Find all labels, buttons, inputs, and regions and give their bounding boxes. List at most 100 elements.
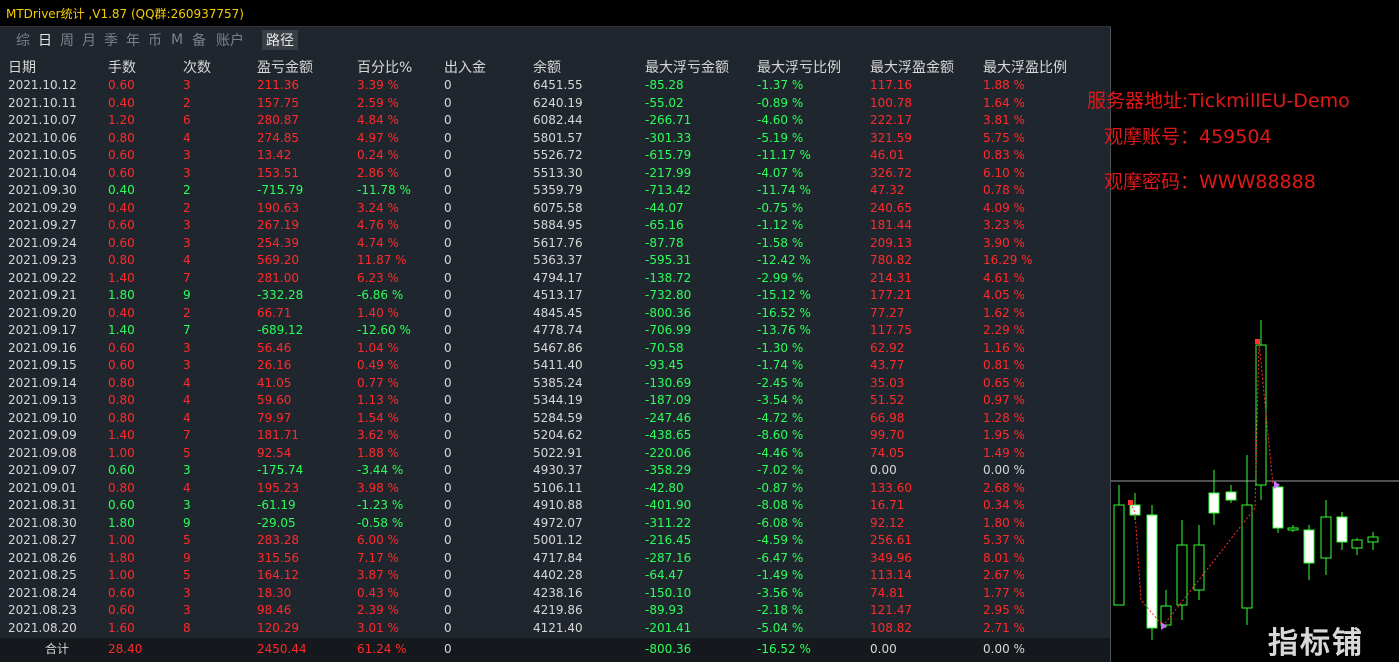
tab-summary[interactable]: 综: [16, 33, 30, 49]
cell-date: 2021.09.22: [8, 270, 77, 285]
cell-max-float-profit-pct: 3.23 %: [983, 218, 1025, 232]
cell-max-float-profit-pct: 0.81 %: [983, 358, 1025, 372]
cell-count: 3: [183, 235, 191, 250]
table-row[interactable]: 2021.10.05 0.60 3 13.42 0.24 % 0 5526.72 -615.7…: [0, 147, 1110, 165]
table-row[interactable]: 2021.09.29 0.40 2 190.63 3.24 % 0 6075.58 -44.0…: [0, 200, 1110, 218]
tab-note[interactable]: 备: [192, 33, 206, 49]
tab-week[interactable]: 周: [60, 33, 74, 49]
cell-max-float-profit: 133.60: [870, 480, 912, 495]
table-row[interactable]: 2021.10.11 0.40 2 157.75 2.59 % 0 6240.19 -55.0…: [0, 95, 1110, 113]
table-row[interactable]: 2021.10.12 0.60 3 211.36 3.39 % 0 6451.55 -85.2…: [0, 77, 1110, 95]
table-row[interactable]: 2021.08.25 1.00 5 164.12 3.87 % 0 4402.28 -64.4…: [0, 567, 1110, 585]
table-row[interactable]: 2021.09.08 1.00 5 92.54 1.88 % 0 5022.91 -220.0…: [0, 445, 1110, 463]
cell-max-float-loss: -800.36: [645, 305, 692, 320]
cell-balance: 4778.74: [533, 323, 583, 337]
cell-max-float-profit-pct: 6.10 %: [983, 165, 1025, 180]
table-row[interactable]: 2021.08.31 0.60 3 -61.19 -1.23 % 0 4910.88 -401…: [0, 497, 1110, 515]
cell-date: 2021.10.06: [8, 130, 77, 145]
total-pnl: 2450.44: [257, 642, 307, 656]
tab-month[interactable]: 月: [82, 33, 96, 49]
candle-body: [1113, 504, 1125, 606]
table-row[interactable]: 2021.09.17 1.40 7 -689.12 -12.60 % 0 4778.74 -7…: [0, 322, 1110, 340]
table-row[interactable]: 2021.09.14 0.80 4 41.05 0.77 % 0 5385.24 -130.6…: [0, 375, 1110, 393]
tab-day[interactable]: 日: [38, 33, 52, 49]
table-row[interactable]: 2021.10.04 0.60 3 153.51 2.86 % 0 5513.30 -217.…: [0, 165, 1110, 183]
table-row[interactable]: 2021.09.30 0.40 2 -715.79 -11.78 % 0 5359.79 -7…: [0, 182, 1110, 200]
cell-max-float-profit: 108.82: [870, 620, 912, 635]
cell-balance: 5204.62: [533, 428, 583, 442]
cell-cash-flow: 0: [444, 375, 452, 390]
cell-max-float-loss-pct: -11.74 %: [757, 183, 811, 197]
table-row[interactable]: 2021.10.06 0.80 4 274.85 4.97 % 0 5801.57 -301.…: [0, 130, 1110, 148]
cell-lots: 0.40: [108, 95, 135, 110]
table-row[interactable]: 2021.09.15 0.60 3 26.16 0.49 % 0 5411.40 -93.45…: [0, 357, 1110, 375]
tab-account[interactable]: 账户: [216, 33, 244, 49]
table-row[interactable]: 2021.09.22 1.40 7 281.00 6.23 % 0 4794.17 -138.…: [0, 270, 1110, 288]
cell-max-float-loss: -130.69: [645, 375, 692, 390]
trade-open-marker: [1255, 339, 1260, 344]
cell-max-float-profit: 326.72: [870, 165, 912, 180]
cell-cash-flow: 0: [444, 253, 452, 267]
cell-percent: 4.74 %: [357, 235, 399, 250]
cell-cash-flow: 0: [444, 568, 452, 582]
cell-max-float-loss: -595.31: [645, 253, 692, 267]
table-row[interactable]: 2021.09.07 0.60 3 -175.74 -3.44 % 0 4930.37 -35…: [0, 462, 1110, 480]
table-row[interactable]: 2021.08.27 1.00 5 283.28 6.00 % 0 5001.12 -216.…: [0, 532, 1110, 550]
tab-magic[interactable]: M: [170, 32, 184, 48]
cell-pnl: 18.30: [257, 585, 292, 600]
cell-pnl: 190.63: [257, 200, 299, 215]
cell-max-float-profit-pct: 5.75 %: [983, 130, 1025, 145]
table-row[interactable]: 2021.09.27 0.60 3 267.19 4.76 % 0 5884.95 -65.1…: [0, 217, 1110, 235]
route-button[interactable]: 路径: [262, 30, 298, 50]
tab-year[interactable]: 年: [126, 33, 140, 49]
cell-pnl: 79.97: [257, 410, 292, 425]
tab-currency[interactable]: 币: [148, 33, 162, 49]
table-row[interactable]: 2021.08.20 1.60 8 120.29 3.01 % 0 4121.40 -201.…: [0, 620, 1110, 638]
table-row[interactable]: 2021.09.23 0.80 4 569.20 11.87 % 0 5363.37 -595…: [0, 252, 1110, 270]
table-row[interactable]: 2021.09.21 1.80 9 -332.28 -6.86 % 0 4513.17 -73…: [0, 287, 1110, 305]
cell-percent: 6.23 %: [357, 270, 399, 285]
price-chart[interactable]: [1111, 0, 1399, 662]
cell-max-float-loss: -201.41: [645, 620, 692, 635]
table-row[interactable]: 2021.10.07 1.20 6 280.87 4.84 % 0 6082.44 -266.…: [0, 112, 1110, 130]
cell-date: 2021.09.08: [8, 445, 77, 460]
table-row[interactable]: 2021.09.16 0.60 3 56.46 1.04 % 0 5467.86 -70.58…: [0, 340, 1110, 358]
trade-path-line: [1129, 341, 1274, 627]
table-row[interactable]: 2021.09.10 0.80 4 79.97 1.54 % 0 5284.59 -247.4…: [0, 410, 1110, 428]
cell-pnl: 120.29: [257, 620, 299, 635]
cell-max-float-loss: -150.10: [645, 585, 692, 600]
tab-quarter[interactable]: 季: [104, 33, 118, 49]
table-row[interactable]: 2021.09.24 0.60 3 254.39 4.74 % 0 5617.76 -87.7…: [0, 235, 1110, 253]
cell-max-float-loss-pct: -0.75 %: [757, 200, 804, 215]
cell-lots: 1.80: [108, 515, 135, 530]
cell-max-float-profit-pct: 0.00 %: [983, 463, 1025, 477]
table-row[interactable]: 2021.08.26 1.80 9 315.56 7.17 % 0 4717.84 -287.…: [0, 550, 1110, 568]
table-row[interactable]: 2021.08.30 1.80 9 -29.05 -0.58 % 0 4972.07 -311…: [0, 515, 1110, 533]
table-row[interactable]: 2021.08.23 0.60 3 98.46 2.39 % 0 4219.86 -89.93…: [0, 602, 1110, 620]
cell-balance: 4845.45: [533, 305, 583, 320]
cell-count: 3: [183, 78, 191, 92]
cell-lots: 0.80: [108, 375, 135, 390]
cell-percent: -6.86 %: [357, 288, 404, 302]
table-row[interactable]: 2021.09.20 0.40 2 66.71 1.40 % 0 4845.45 -800.3…: [0, 305, 1110, 323]
cell-max-float-loss: -217.99: [645, 165, 692, 180]
cell-max-float-loss: -87.78: [645, 235, 684, 250]
table-row[interactable]: 2021.09.01 0.80 4 195.23 3.98 % 0 5106.11 -42.8…: [0, 480, 1110, 498]
cell-max-float-loss-pct: -2.18 %: [757, 603, 804, 617]
table-row[interactable]: 2021.09.13 0.80 4 59.60 1.13 % 0 5344.19 -187.0…: [0, 392, 1110, 410]
cell-count: 9: [183, 288, 191, 302]
cell-percent: 3.87 %: [357, 568, 399, 582]
cell-max-float-loss-pct: -0.89 %: [757, 95, 804, 110]
table-row[interactable]: 2021.08.24 0.60 3 18.30 0.43 % 0 4238.16 -150.1…: [0, 585, 1110, 603]
cell-max-float-profit-pct: 3.81 %: [983, 113, 1025, 127]
cell-max-float-loss: -44.07: [645, 200, 684, 215]
cell-max-float-loss-pct: -1.30 %: [757, 340, 804, 355]
cell-percent: 4.84 %: [357, 113, 399, 127]
cell-percent: 3.62 %: [357, 428, 399, 442]
cell-max-float-profit-pct: 1.77 %: [983, 585, 1025, 600]
table-row[interactable]: 2021.09.09 1.40 7 181.71 3.62 % 0 5204.62 -438.…: [0, 427, 1110, 445]
cell-max-float-profit-pct: 0.34 %: [983, 498, 1025, 512]
candle-body: [1351, 539, 1363, 549]
cell-cash-flow: 0: [444, 95, 452, 110]
cell-max-float-profit-pct: 1.16 %: [983, 340, 1025, 355]
